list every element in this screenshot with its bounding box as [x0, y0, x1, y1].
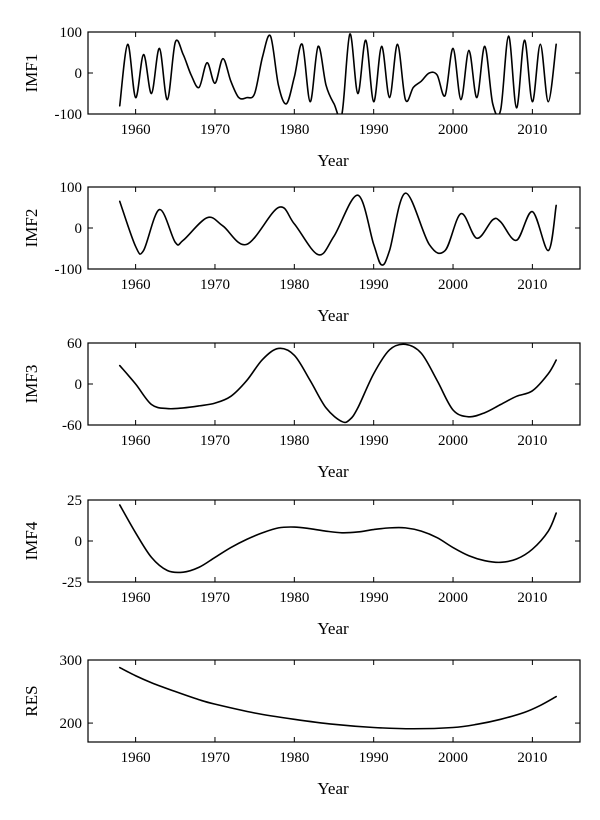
y-tick-label: 60	[67, 336, 82, 352]
y-axis-label: IMF2	[22, 209, 41, 248]
x-axis-label: Year	[317, 462, 349, 481]
x-tick-label: 1990	[359, 590, 389, 606]
y-tick-label: 300	[60, 653, 83, 669]
series-line-imf2	[118, 192, 557, 266]
x-tick-label: 1980	[279, 750, 309, 766]
x-axis-label: Year	[317, 779, 349, 798]
x-tick-label: 1970	[200, 277, 230, 293]
y-axis-label: IMF4	[22, 521, 41, 560]
x-tick-label: 1960	[121, 433, 151, 449]
y-tick-label: -60	[62, 418, 82, 434]
x-axis-label: Year	[317, 151, 349, 170]
y-tick-label: 100	[60, 25, 83, 41]
plot-frame	[87, 659, 581, 743]
panel-imf1: 1960 1970 1980 1990 2000 2010 -100 0 100 Year IMF1	[22, 25, 581, 170]
y-tick-label: -100	[55, 262, 83, 278]
x-tick-label: 2000	[438, 750, 468, 766]
x-tick-label: 1970	[200, 122, 230, 138]
panel-res: 1960 1970 1980 1990 2000 2010 200 300 Year RES	[22, 653, 581, 798]
x-tick-label: 2000	[438, 433, 468, 449]
x-tick-label: 2010	[517, 122, 547, 138]
y-axis-label: RES	[22, 685, 41, 716]
y-axis-label: IMF3	[22, 365, 41, 404]
y-tick-label: 200	[60, 716, 83, 732]
x-tick-label: 1990	[359, 277, 389, 293]
plot-frame	[87, 186, 581, 270]
x-tick-label: 1990	[359, 122, 389, 138]
panel-imf2: 1960 1970 1980 1990 2000 2010 -100 0 100 Year IMF2	[22, 180, 581, 325]
x-tick-label: 1970	[200, 750, 230, 766]
panel-imf3: 1960 1970 1980 1990 2000 2010 -60 0 60 Year IMF3	[22, 336, 581, 481]
x-tick-label: 1960	[121, 122, 151, 138]
x-tick-label: 1960	[121, 277, 151, 293]
y-tick-label: 0	[75, 534, 83, 550]
x-tick-label: 2000	[438, 590, 468, 606]
plot-frame	[87, 499, 581, 583]
y-tick-label: 0	[75, 377, 83, 393]
series-line-imf4	[118, 504, 557, 574]
y-tick-label: 25	[67, 493, 82, 509]
x-tick-label: 1960	[121, 590, 151, 606]
y-tick-label: 100	[60, 180, 83, 196]
x-tick-label: 1990	[359, 750, 389, 766]
x-axis-label: Year	[317, 619, 349, 638]
y-tick-label: -100	[55, 107, 83, 123]
series-line-res	[118, 666, 557, 730]
x-tick-label: 1980	[279, 590, 309, 606]
x-tick-label: 1960	[121, 750, 151, 766]
x-tick-label: 1980	[279, 122, 309, 138]
x-tick-label: 2010	[517, 750, 547, 766]
series-line-imf3	[118, 343, 557, 424]
y-axis-label: IMF1	[22, 54, 41, 93]
y-tick-label: 0	[75, 66, 83, 82]
x-tick-label: 1970	[200, 433, 230, 449]
x-tick-label: 2010	[517, 433, 547, 449]
x-tick-label: 2010	[517, 590, 547, 606]
x-tick-label: 2000	[438, 122, 468, 138]
x-axis-label: Year	[317, 306, 349, 325]
x-tick-label: 1980	[279, 277, 309, 293]
x-tick-label: 2000	[438, 277, 468, 293]
x-tick-label: 1980	[279, 433, 309, 449]
y-tick-label: 0	[75, 221, 83, 237]
plot-frame	[87, 342, 581, 426]
x-tick-label: 1970	[200, 590, 230, 606]
panel-imf4: 1960 1970 1980 1990 2000 2010 -25 0 25 Year IMF4	[22, 493, 581, 638]
y-tick-label: -25	[62, 575, 82, 591]
x-tick-label: 1990	[359, 433, 389, 449]
x-tick-label: 2010	[517, 277, 547, 293]
series-line-imf1	[118, 33, 557, 114]
plot-frame	[87, 31, 581, 115]
